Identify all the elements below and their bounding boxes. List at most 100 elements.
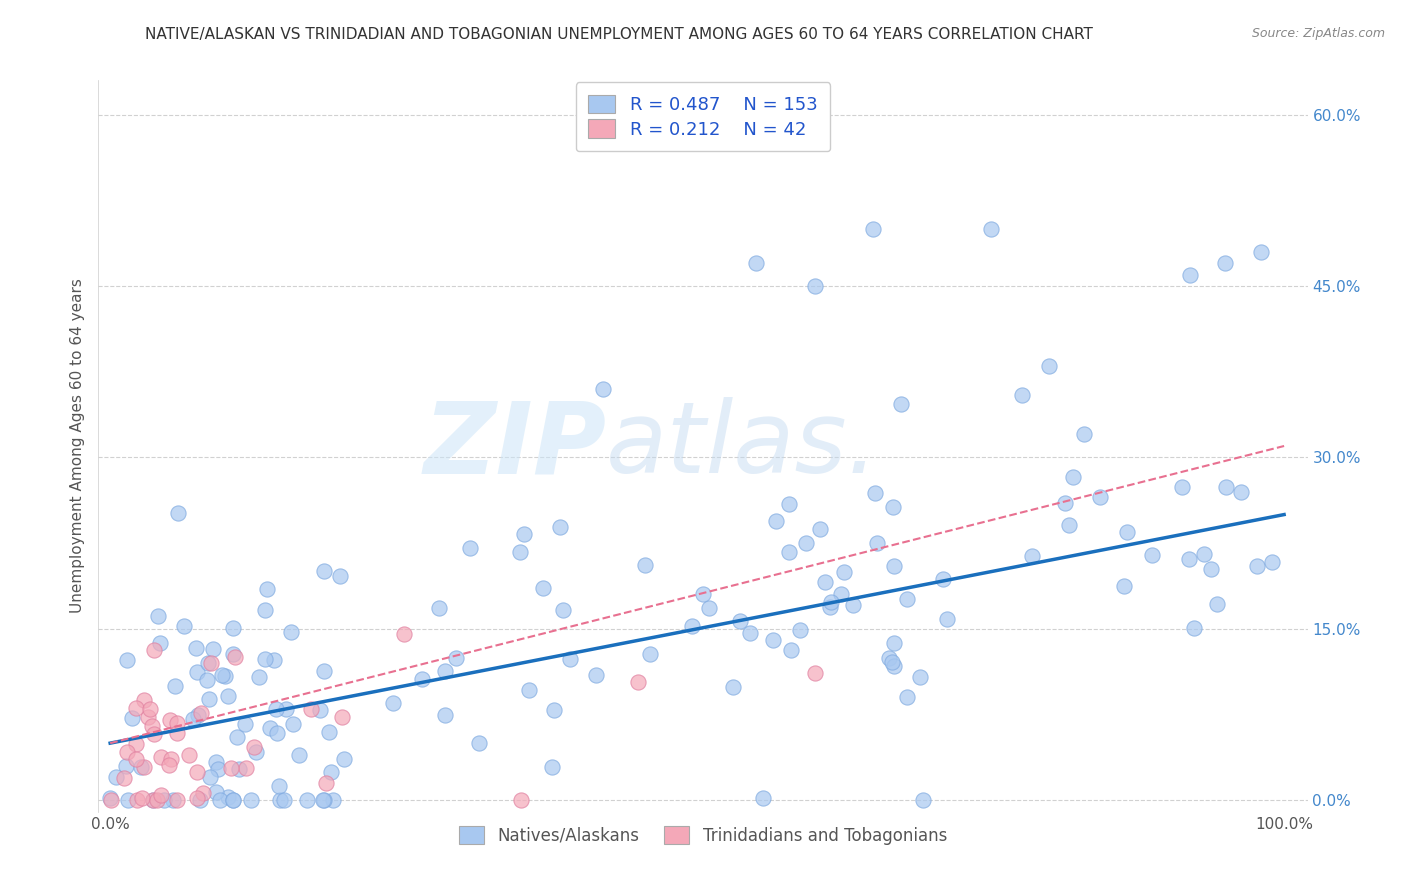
Point xyxy=(932,572,955,586)
Point xyxy=(321,765,343,780)
Point xyxy=(187,708,209,723)
Point xyxy=(315,776,337,790)
Point xyxy=(211,668,233,682)
Point xyxy=(866,535,889,549)
Point xyxy=(266,702,288,716)
Point xyxy=(205,785,228,799)
Point xyxy=(100,793,122,807)
Point xyxy=(173,619,195,633)
Point xyxy=(195,673,218,687)
Point xyxy=(1206,597,1229,611)
Point xyxy=(159,713,181,727)
Point xyxy=(125,737,148,751)
Point xyxy=(146,793,169,807)
Point xyxy=(541,760,564,774)
Point xyxy=(382,696,405,710)
Point xyxy=(1021,549,1043,564)
Point xyxy=(329,569,352,583)
Point xyxy=(820,595,842,609)
Point xyxy=(222,621,245,635)
Point xyxy=(863,486,886,500)
Point xyxy=(190,706,212,720)
Point xyxy=(288,748,311,763)
Point xyxy=(143,727,166,741)
Point xyxy=(191,786,214,800)
Point xyxy=(312,793,335,807)
Point xyxy=(890,397,912,411)
Point xyxy=(205,755,228,769)
Point xyxy=(697,600,720,615)
Point xyxy=(1011,387,1033,401)
Point xyxy=(468,736,491,750)
Point xyxy=(166,725,188,739)
Point xyxy=(681,619,703,633)
Point xyxy=(392,626,415,640)
Point xyxy=(267,779,290,793)
Point xyxy=(803,279,825,293)
Point xyxy=(1062,470,1084,484)
Point xyxy=(1088,490,1111,504)
Point xyxy=(808,522,831,536)
Point xyxy=(143,642,166,657)
Point xyxy=(862,222,884,236)
Point xyxy=(1142,548,1164,562)
Point xyxy=(1182,621,1205,635)
Point xyxy=(295,793,318,807)
Point xyxy=(318,725,340,739)
Point xyxy=(263,653,285,667)
Point xyxy=(882,500,904,514)
Point xyxy=(794,536,817,550)
Point xyxy=(1215,256,1237,270)
Point xyxy=(592,382,614,396)
Point xyxy=(217,790,239,805)
Point xyxy=(322,793,344,807)
Point xyxy=(125,701,148,715)
Point xyxy=(883,659,905,673)
Point xyxy=(142,793,165,807)
Point xyxy=(980,222,1002,236)
Point xyxy=(131,760,153,774)
Point xyxy=(132,760,155,774)
Point xyxy=(235,761,257,775)
Point xyxy=(1057,518,1080,533)
Point xyxy=(259,721,281,735)
Point xyxy=(880,655,903,669)
Point xyxy=(1250,244,1272,259)
Y-axis label: Unemployment Among Ages 60 to 64 years: Unemployment Among Ages 60 to 64 years xyxy=(69,278,84,614)
Point xyxy=(1038,359,1060,373)
Point xyxy=(202,642,225,657)
Point xyxy=(188,793,211,807)
Point xyxy=(200,657,222,671)
Point xyxy=(141,793,163,807)
Point xyxy=(814,575,837,590)
Point xyxy=(283,717,305,731)
Point xyxy=(883,636,905,650)
Point xyxy=(745,256,768,270)
Point xyxy=(162,793,184,807)
Point xyxy=(247,670,270,684)
Point xyxy=(1053,496,1076,510)
Point xyxy=(207,762,229,776)
Point xyxy=(276,701,298,715)
Point xyxy=(935,612,957,626)
Point xyxy=(1261,555,1284,569)
Point xyxy=(512,526,534,541)
Point xyxy=(517,682,540,697)
Point xyxy=(896,591,918,606)
Text: Source: ZipAtlas.com: Source: ZipAtlas.com xyxy=(1251,27,1385,40)
Point xyxy=(778,497,800,511)
Point xyxy=(789,623,811,637)
Point xyxy=(762,632,785,647)
Point xyxy=(121,711,143,725)
Text: ZIP: ZIP xyxy=(423,398,606,494)
Point xyxy=(312,793,335,807)
Point xyxy=(221,793,243,807)
Point xyxy=(1215,479,1237,493)
Point xyxy=(219,761,242,775)
Point xyxy=(166,506,188,520)
Point xyxy=(834,565,856,579)
Point xyxy=(1177,551,1199,566)
Point xyxy=(1246,559,1268,574)
Point xyxy=(830,587,852,601)
Point xyxy=(125,752,148,766)
